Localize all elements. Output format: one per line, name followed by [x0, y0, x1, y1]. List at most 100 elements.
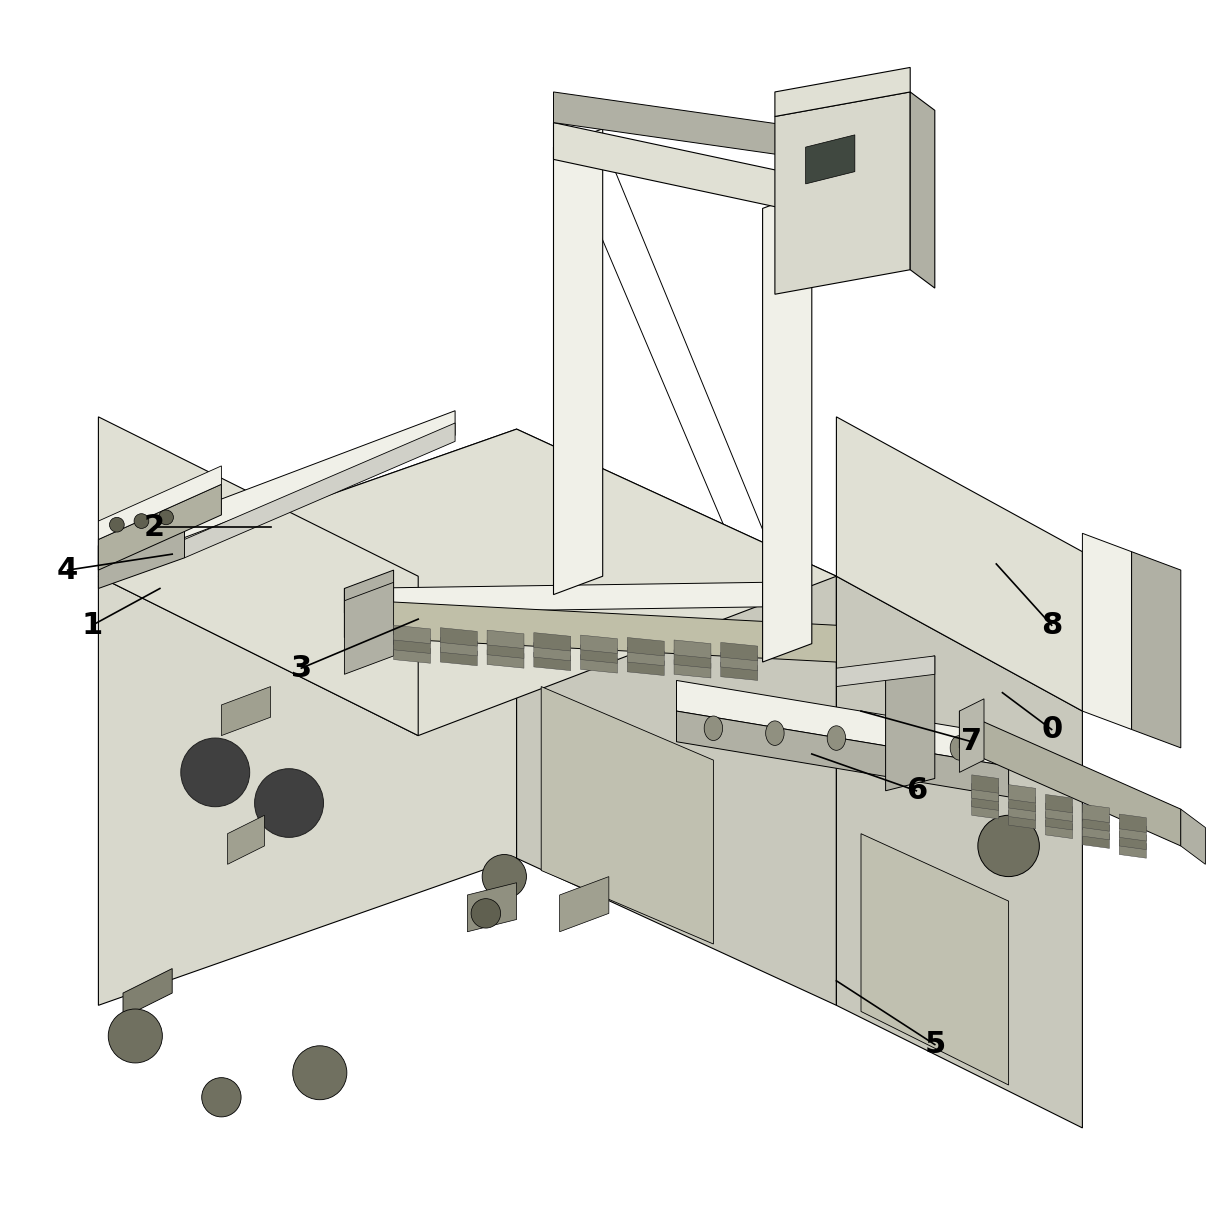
Polygon shape: [627, 638, 664, 656]
Polygon shape: [836, 656, 935, 687]
Polygon shape: [1046, 820, 1073, 839]
Circle shape: [471, 899, 501, 928]
Polygon shape: [467, 883, 517, 932]
Polygon shape: [1046, 812, 1073, 830]
Polygon shape: [1082, 821, 1109, 840]
Polygon shape: [394, 645, 430, 663]
Polygon shape: [1119, 823, 1146, 841]
Polygon shape: [1046, 794, 1073, 813]
Polygon shape: [775, 92, 910, 294]
Text: 4: 4: [57, 555, 79, 585]
Text: 7: 7: [961, 727, 983, 756]
Polygon shape: [721, 652, 758, 671]
Polygon shape: [394, 625, 430, 644]
Polygon shape: [721, 662, 758, 680]
Polygon shape: [98, 466, 221, 539]
Polygon shape: [806, 135, 855, 184]
Polygon shape: [1181, 809, 1205, 864]
Polygon shape: [676, 711, 1009, 797]
Polygon shape: [98, 417, 418, 736]
Polygon shape: [534, 642, 571, 661]
Polygon shape: [440, 638, 477, 656]
Polygon shape: [959, 711, 1181, 846]
Ellipse shape: [765, 721, 785, 745]
Polygon shape: [676, 680, 1009, 766]
Polygon shape: [1082, 533, 1132, 729]
Polygon shape: [972, 801, 999, 819]
Polygon shape: [1082, 813, 1109, 831]
Ellipse shape: [704, 716, 723, 741]
Polygon shape: [554, 129, 603, 595]
Polygon shape: [836, 417, 1082, 711]
Polygon shape: [972, 783, 999, 802]
Polygon shape: [541, 687, 713, 944]
Polygon shape: [487, 650, 524, 668]
Polygon shape: [554, 123, 812, 215]
Polygon shape: [1119, 814, 1146, 832]
Polygon shape: [344, 582, 394, 674]
Text: 0: 0: [1041, 715, 1063, 744]
Polygon shape: [581, 645, 617, 663]
Polygon shape: [184, 423, 455, 558]
Polygon shape: [886, 656, 935, 791]
Polygon shape: [440, 628, 477, 646]
Text: 6: 6: [905, 776, 927, 805]
Polygon shape: [910, 92, 935, 288]
Polygon shape: [581, 635, 617, 653]
Polygon shape: [674, 650, 711, 668]
Polygon shape: [721, 642, 758, 661]
Polygon shape: [98, 411, 455, 570]
Polygon shape: [221, 687, 271, 736]
Circle shape: [202, 1078, 241, 1117]
Polygon shape: [1009, 793, 1036, 812]
Text: 3: 3: [290, 653, 312, 683]
Polygon shape: [1009, 810, 1036, 829]
Polygon shape: [487, 640, 524, 658]
Ellipse shape: [828, 726, 846, 750]
Polygon shape: [98, 429, 836, 736]
Polygon shape: [98, 515, 184, 588]
Polygon shape: [1009, 785, 1036, 803]
Circle shape: [482, 855, 526, 899]
Polygon shape: [440, 647, 477, 666]
Polygon shape: [627, 657, 664, 676]
Ellipse shape: [888, 731, 908, 755]
Circle shape: [109, 517, 124, 532]
Polygon shape: [1119, 831, 1146, 850]
Polygon shape: [517, 429, 836, 1005]
Polygon shape: [554, 92, 812, 159]
Polygon shape: [394, 635, 430, 653]
Polygon shape: [560, 877, 609, 932]
Polygon shape: [674, 640, 711, 658]
Polygon shape: [1082, 830, 1109, 848]
Text: 1: 1: [81, 611, 103, 640]
Circle shape: [978, 815, 1039, 877]
Text: 5: 5: [924, 1030, 946, 1059]
Circle shape: [255, 769, 323, 837]
Polygon shape: [861, 834, 1009, 1085]
Polygon shape: [763, 190, 812, 662]
Polygon shape: [1132, 552, 1181, 748]
Polygon shape: [1082, 804, 1109, 823]
Polygon shape: [98, 429, 517, 1005]
Polygon shape: [344, 570, 394, 638]
Polygon shape: [344, 582, 763, 613]
Polygon shape: [369, 601, 836, 662]
Polygon shape: [1119, 840, 1146, 858]
Circle shape: [159, 510, 173, 525]
Polygon shape: [1009, 802, 1036, 820]
Polygon shape: [581, 655, 617, 673]
Polygon shape: [627, 647, 664, 666]
Circle shape: [108, 1009, 162, 1063]
Ellipse shape: [950, 736, 969, 760]
Polygon shape: [959, 699, 984, 772]
Polygon shape: [972, 792, 999, 810]
Circle shape: [134, 514, 149, 528]
Polygon shape: [1046, 803, 1073, 821]
Polygon shape: [534, 633, 571, 651]
Text: 8: 8: [1041, 611, 1063, 640]
Text: 2: 2: [143, 512, 165, 542]
Polygon shape: [836, 576, 1082, 1128]
Circle shape: [181, 738, 250, 807]
Polygon shape: [123, 969, 172, 1018]
